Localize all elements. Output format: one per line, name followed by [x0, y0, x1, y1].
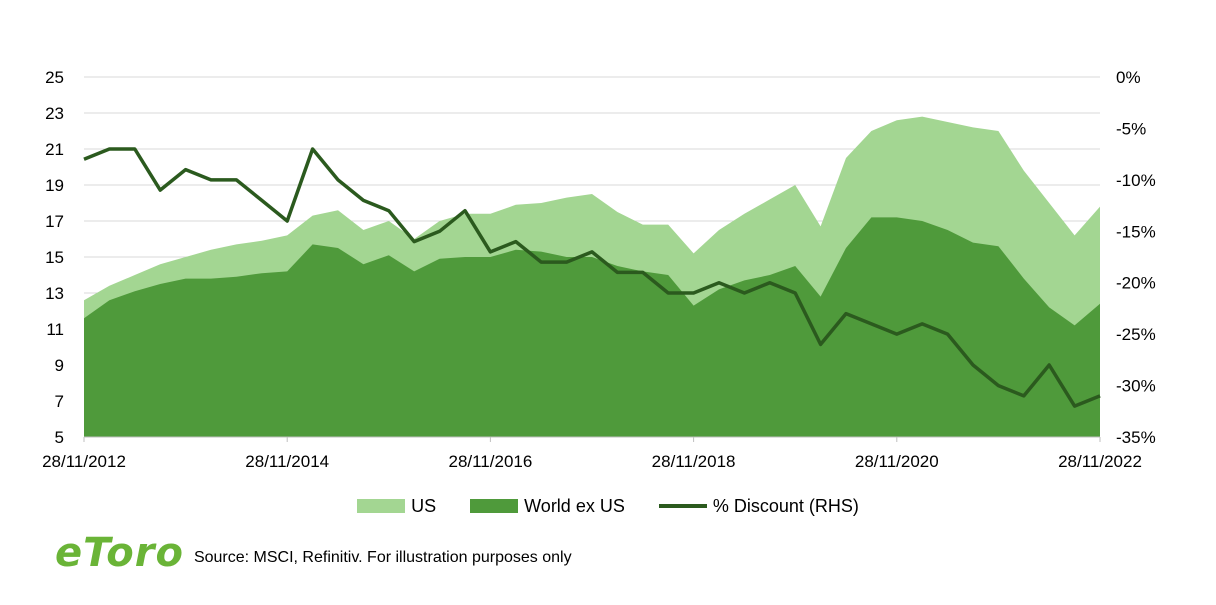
- y-tick-label: 15: [45, 248, 64, 267]
- area-world-ex-us: [84, 217, 1100, 437]
- y2-tick-label: -35%: [1116, 428, 1156, 447]
- y-tick-label: 5: [55, 428, 64, 447]
- x-tick-label: 28/11/2012: [42, 452, 126, 471]
- y-tick-label: 11: [46, 320, 64, 339]
- y2-tick-label: -5%: [1116, 119, 1146, 138]
- y-tick-label: 25: [45, 68, 64, 87]
- source-note: Source: MSCI, Refinitiv. For illustratio…: [193, 549, 572, 566]
- footer: eToro Source: MSCI, Refinitiv. For illus…: [55, 528, 572, 578]
- y2-tick-label: -10%: [1116, 171, 1156, 190]
- x-tick-label: 28/11/2014: [245, 452, 329, 471]
- y-tick-label: 9: [55, 356, 64, 375]
- line-series: [83, 147, 1101, 408]
- y2-tick-label: -30%: [1116, 377, 1156, 396]
- y-tick-label: 7: [55, 392, 64, 411]
- tick-labels: 25 23 21 19 17 15 13 11 9 7 5 0% -5% -10% -15% -20% -25%…: [42, 68, 1156, 471]
- legend-item-us: US: [357, 496, 436, 517]
- legend-swatch-us: [357, 499, 406, 513]
- legend-label-world-ex-us: World ex US: [524, 495, 625, 516]
- legend-item-discount: % Discount (RHS): [658, 495, 859, 517]
- y-tick-label: 23: [45, 104, 64, 123]
- legend-label-discount: % Discount (RHS): [712, 495, 859, 516]
- axes: [83, 436, 1101, 442]
- discount-line: [83, 147, 1101, 408]
- y2-tick-label: -20%: [1116, 274, 1156, 293]
- y-tick-label: 19: [45, 176, 64, 195]
- legend: US World ex US % Discount (RHS): [0, 494, 1216, 518]
- y-tick-label: 21: [45, 140, 64, 159]
- etoro-logo: eToro: [55, 530, 184, 576]
- y2-tick-label: 0%: [1116, 68, 1141, 87]
- y2-tick-label: -15%: [1116, 222, 1156, 241]
- x-tick-label: 28/11/2018: [652, 452, 736, 471]
- legend-item-world-ex-us: World ex US: [470, 496, 625, 517]
- x-tick-label: 28/11/2022: [1058, 452, 1142, 471]
- chart: 25 23 21 19 17 15 13 11 9 7 5 0% -5% -10% -15% -20% -25%…: [42, 68, 1156, 471]
- x-tick-label: 28/11/2016: [448, 452, 532, 471]
- area-series: [84, 116, 1100, 437]
- legend-swatch-discount: [658, 504, 707, 508]
- y2-tick-label: -25%: [1116, 325, 1156, 344]
- x-tick-label: 28/11/2020: [855, 452, 939, 471]
- y-tick-label: 13: [45, 284, 64, 303]
- legend-label-us: US: [411, 495, 437, 516]
- y-tick-label: 17: [45, 212, 64, 231]
- legend-swatch-world-ex-us: [470, 499, 519, 513]
